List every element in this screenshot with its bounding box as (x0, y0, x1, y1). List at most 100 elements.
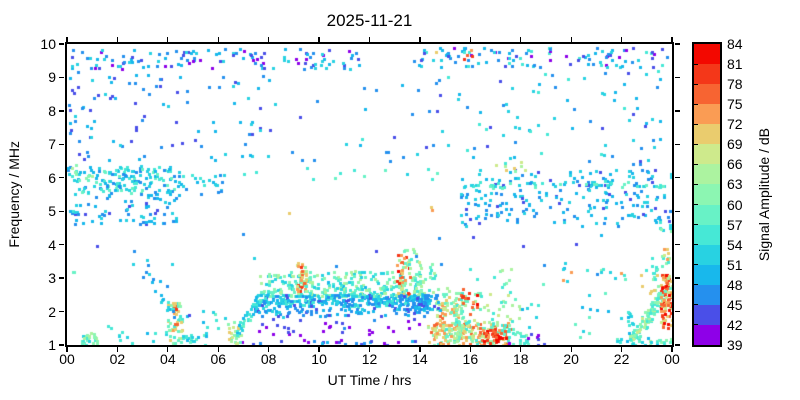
y-tick-label: 5 (48, 203, 56, 220)
colorbar-notch (692, 103, 698, 105)
colorbar-label-wrap: Signal Amplitude / dB (752, 44, 776, 345)
y-tick-label: 10 (40, 36, 56, 52)
y-tick-label: 7 (48, 136, 56, 153)
y-tick-label: 6 (48, 169, 56, 186)
colorbar-tick-label: 69 (727, 136, 743, 153)
colorbar-segment (694, 104, 720, 125)
x-tick-mark (66, 347, 68, 352)
x-tick-label: 14 (412, 351, 428, 367)
x-tick-label: 22 (613, 351, 630, 367)
colorbar-segment (694, 324, 720, 345)
y-tick-mark (675, 310, 680, 313)
x-tick-mark (318, 347, 320, 352)
y-tick-mark (59, 143, 64, 145)
colorbar-notch (692, 63, 698, 65)
colorbar-segment (694, 124, 720, 145)
x-tick-mark (368, 37, 371, 42)
x-tick-label: 12 (361, 351, 378, 367)
x-tick-mark (419, 347, 421, 352)
y-tick-label: 2 (48, 303, 56, 320)
y-tick-mark (675, 177, 680, 179)
x-tick-mark (217, 347, 219, 352)
x-tick-mark (268, 347, 270, 352)
x-tick-mark (167, 347, 169, 352)
x-axis-label: UT Time / hrs (327, 372, 412, 388)
x-tick-mark (620, 37, 623, 42)
y-tick-mark (59, 43, 64, 45)
colorbar-tick-label: 63 (727, 176, 743, 193)
x-tick-label: 04 (160, 351, 176, 367)
y-tick-mark (675, 143, 680, 145)
x-tick-mark (217, 37, 219, 42)
x-tick-mark (520, 347, 522, 352)
colorbar-segment (694, 204, 720, 225)
y-tick-mark (59, 177, 64, 179)
x-tick-mark (116, 347, 119, 352)
x-tick-mark (167, 37, 169, 42)
y-tick-mark (59, 76, 64, 79)
y-axis-label-wrap: Frequency / MHz (2, 44, 26, 345)
colorbar-notch (692, 304, 698, 306)
colorbar-label: Signal Amplitude / dB (756, 127, 772, 262)
colorbar-tick-label: 54 (727, 236, 743, 253)
x-tick-label: 08 (260, 351, 277, 367)
colorbar-segment (694, 224, 720, 245)
colorbar-tick-label: 51 (727, 256, 743, 273)
y-tick-label: 1 (48, 337, 56, 353)
y-tick-mark (675, 110, 680, 112)
colorbar-segment (694, 184, 720, 205)
y-tick-label: 8 (48, 102, 56, 119)
colorbar-tick-label: 39 (727, 337, 743, 353)
colorbar-tick-label: 66 (727, 156, 743, 173)
x-tick-mark (66, 37, 68, 42)
x-tick-mark (469, 37, 471, 42)
x-tick-label: 00 (664, 351, 680, 367)
x-tick-mark (570, 347, 572, 352)
colorbar-tick-label: 48 (727, 276, 743, 293)
colorbar-tick-label: 45 (727, 296, 743, 313)
x-tick-mark (419, 37, 421, 42)
y-tick-mark (59, 310, 64, 313)
colorbar-notch (692, 143, 698, 145)
x-tick-mark (268, 37, 270, 42)
colorbar-tick-label: 78 (727, 76, 743, 93)
x-tick-label: 20 (563, 351, 579, 367)
x-tick-label: 06 (210, 351, 227, 367)
plot-area-border (65, 42, 674, 347)
colorbar-tick-label: 75 (727, 96, 743, 113)
y-tick-mark (59, 210, 64, 212)
x-tick-label: 00 (59, 351, 75, 367)
colorbar-segment (694, 144, 720, 165)
colorbar-notch (692, 284, 698, 286)
x-tick-mark (368, 347, 371, 352)
x-tick-label: 18 (512, 351, 529, 367)
chart-title: 2025-11-21 (326, 11, 413, 30)
y-tick-mark (675, 244, 680, 246)
y-tick-mark (59, 110, 64, 112)
x-tick-label: 02 (109, 351, 126, 367)
colorbar-notch (692, 324, 698, 326)
colorbar-notch (692, 83, 698, 85)
colorbar-notch (692, 163, 698, 165)
colorbar-notch (692, 183, 698, 185)
y-tick-mark (59, 244, 64, 246)
y-tick-mark (675, 277, 680, 279)
colorbar-notch (692, 204, 698, 206)
y-tick-mark (675, 76, 680, 79)
colorbar-tick-label: 81 (727, 56, 743, 73)
x-tick-label: 10 (311, 351, 327, 367)
colorbar-notch (692, 244, 698, 246)
x-tick-mark (671, 347, 673, 352)
x-tick-label: 16 (462, 351, 479, 367)
x-tick-mark (671, 37, 673, 42)
y-tick-mark (675, 344, 680, 346)
colorbar-notch (692, 264, 698, 266)
colorbar-segment (694, 304, 720, 325)
colorbar-tick-label: 84 (727, 36, 743, 52)
x-tick-mark (620, 347, 623, 352)
colorbar-segment (694, 244, 720, 265)
colorbar-segment (694, 64, 720, 85)
y-tick-mark (675, 43, 680, 45)
y-tick-mark (59, 277, 64, 279)
